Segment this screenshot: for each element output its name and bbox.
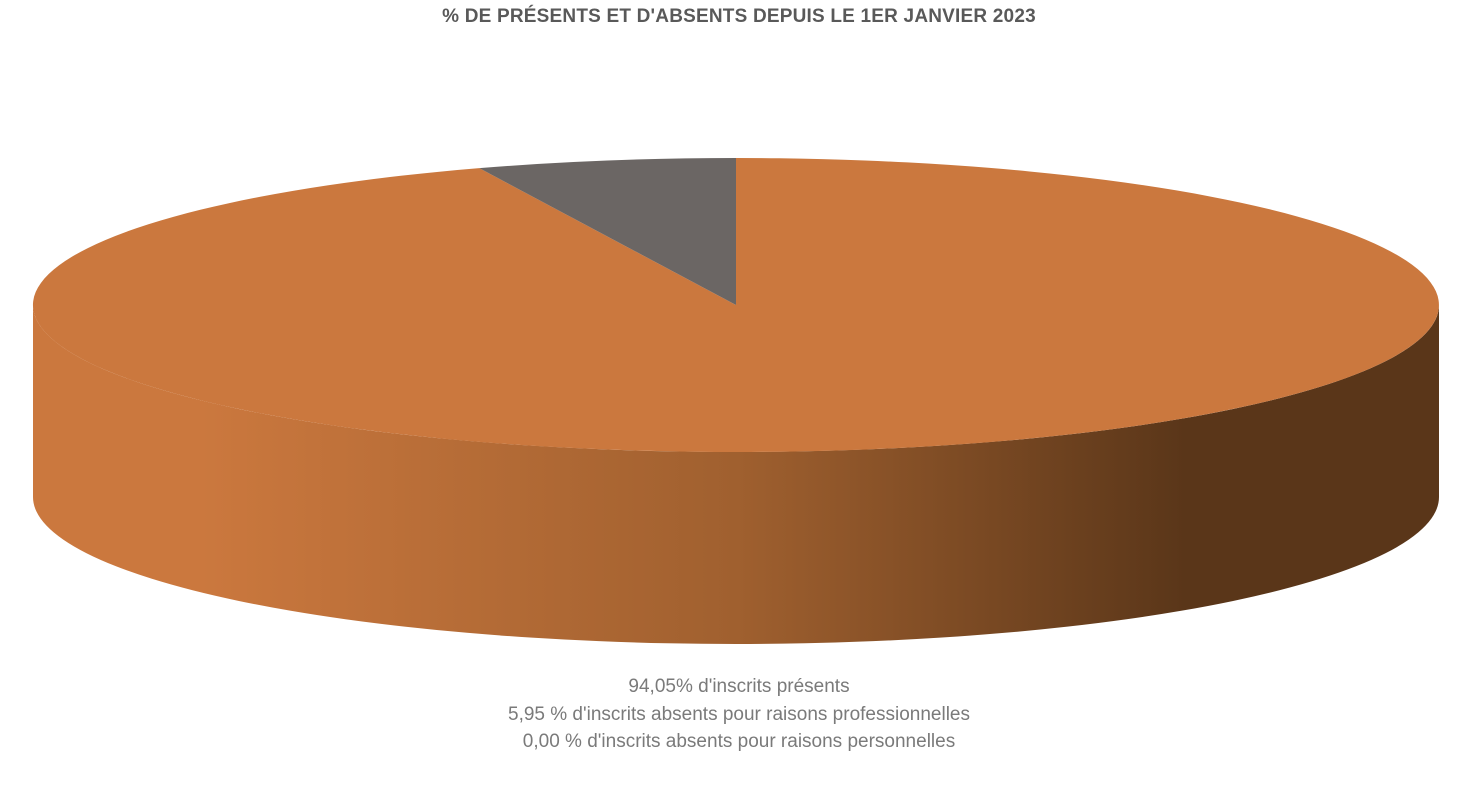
pie-side-wall [33, 305, 1439, 644]
pie-slice-1 [479, 158, 736, 305]
legend-entry-absents-professionnels: 5,95 % d'inscrits absents pour raisons p… [508, 703, 970, 725]
legend-entry-absents-personnels: 0,00 % d'inscrits absents pour raisons p… [522, 731, 956, 752]
pie-side-wall-surface [33, 305, 1439, 644]
legend-entry-presents: 94,05% d'inscrits présents [628, 676, 850, 697]
chart-legend: 94,05% d'inscrits présents 5,95 % d'insc… [0, 673, 1478, 756]
chart-title: % DE PRÉSENTS ET D'ABSENTS DEPUIS LE 1ER… [442, 6, 1036, 27]
pie-top-face [32, 158, 1439, 452]
pie-slice-0 [32, 158, 1439, 452]
